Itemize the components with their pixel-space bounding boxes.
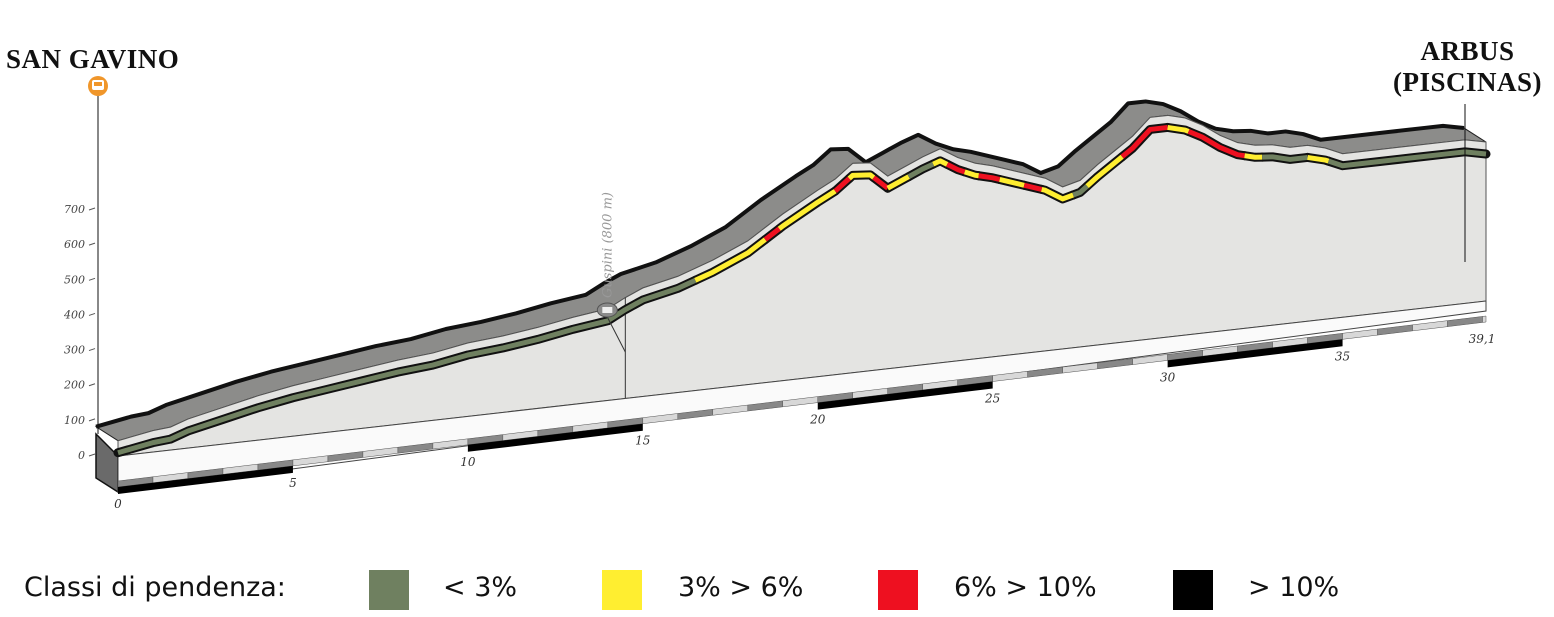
y-tick-mark — [88, 242, 96, 246]
legend-title: Classi di pendenza: — [24, 572, 286, 603]
start-place-label: SAN GAVINO — [6, 44, 180, 74]
x-tick-label: 39,1 — [1469, 332, 1496, 346]
gradient-segment — [886, 174, 910, 191]
bus-stop-icon-window — [94, 82, 102, 86]
slab-end-face — [95, 432, 119, 494]
x-tick-label: 30 — [1160, 370, 1176, 384]
gradient-segment — [1120, 124, 1168, 159]
gradient-segment — [1072, 184, 1089, 198]
bus-station-icon-glyph — [602, 307, 613, 313]
legend-label-black: > 10% — [1248, 572, 1340, 603]
gradient-segment — [1023, 182, 1043, 192]
x-tick-label: 15 — [635, 434, 650, 448]
y-tick-mark — [88, 348, 96, 352]
profile-body — [94, 99, 1487, 494]
legend-label-green: < 3% — [443, 572, 518, 603]
legend-swatch-red — [878, 570, 918, 610]
ruler-segment — [1342, 328, 1378, 340]
gradient-segment — [872, 175, 890, 191]
place-markers: Guspini (800 m) — [88, 76, 1466, 434]
legend-swatch-yellow — [602, 570, 642, 610]
km-ruler: 0 5 10 15 20 25 30 35 39,1 — [114, 300, 1496, 511]
gradient-segment — [999, 177, 1025, 188]
ruler-segment — [1377, 324, 1413, 336]
y-tick-label: 100 — [64, 414, 85, 427]
waypoint-label: Guspini (800 m) — [600, 192, 615, 298]
gradient-segment — [833, 176, 851, 193]
gradient-segment — [1187, 129, 1245, 159]
y-tick-mark — [88, 418, 96, 422]
ruler-segment — [1482, 315, 1487, 323]
gradient-segment — [694, 237, 767, 283]
x-tick-label: 20 — [809, 413, 826, 427]
y-tick-label: 600 — [64, 238, 85, 251]
x-tick-label: 35 — [1335, 349, 1350, 363]
gradient-segment — [978, 173, 1001, 182]
ruler-band — [467, 423, 643, 452]
gradient-segment — [1244, 153, 1263, 160]
waypoint-leader-line — [606, 316, 626, 353]
gradient-segment — [932, 158, 949, 167]
profile-front-face — [117, 114, 1487, 457]
gradient-route-line — [113, 122, 1491, 458]
y-axis-scale: 0 100 200 300 400 500 600 700 — [63, 203, 96, 462]
legend-swatch-green — [369, 570, 409, 610]
gradient-legend: Classi di pendenza: < 3% 3% > 6% 6% > 10… — [0, 565, 1554, 615]
y-tick-mark — [88, 383, 96, 387]
gradient-segment — [847, 172, 876, 181]
gradient-segment — [777, 188, 837, 231]
legend-label-red: 6% > 10% — [954, 572, 1097, 603]
ruler-band — [1167, 339, 1343, 368]
ruler-segment — [1447, 316, 1483, 327]
y-tick-mark — [88, 277, 96, 281]
y-tick-label: 200 — [63, 379, 85, 392]
x-tick-label: 25 — [984, 392, 1000, 406]
end-place-line-1: ARBUS — [1420, 36, 1515, 66]
legend-swatch-black — [1173, 570, 1213, 610]
gradient-segment — [1085, 154, 1124, 188]
gradient-segment — [946, 162, 966, 175]
gradient-segment — [117, 278, 697, 456]
gradient-segment — [1307, 154, 1330, 164]
y-tick-label: 400 — [63, 308, 85, 321]
gradient-segment — [907, 161, 935, 179]
bus-station-icon — [596, 302, 618, 318]
x-tick-label: 10 — [460, 455, 476, 469]
y-tick-label: 700 — [64, 203, 85, 216]
gradient-segment — [763, 226, 781, 242]
gradient-segment — [1262, 154, 1308, 162]
gradient-segment — [963, 169, 980, 179]
end-place-line-2: (PISCINAS) — [1392, 67, 1542, 97]
y-tick-label: 300 — [64, 344, 85, 357]
x-tick-label: 5 — [289, 476, 297, 490]
legend-label-yellow: 3% > 6% — [678, 572, 804, 603]
ruler-segment — [1412, 320, 1448, 332]
y-tick-label: 500 — [64, 273, 85, 286]
gradient-segment — [1041, 186, 1075, 202]
y-tick-mark — [88, 207, 96, 211]
ruler-band — [817, 381, 993, 410]
y-tick-label: 0 — [78, 449, 85, 462]
bus-stop-icon — [88, 76, 108, 96]
ruler-band — [118, 465, 293, 494]
end-place-label: ARBUS (PISCINAS) — [1393, 36, 1542, 98]
y-tick-mark — [88, 312, 96, 316]
x-tick-label: 0 — [114, 497, 122, 511]
gradient-segment — [1167, 124, 1190, 134]
profile-back-edge — [95, 99, 1465, 429]
y-tick-mark — [88, 453, 96, 457]
